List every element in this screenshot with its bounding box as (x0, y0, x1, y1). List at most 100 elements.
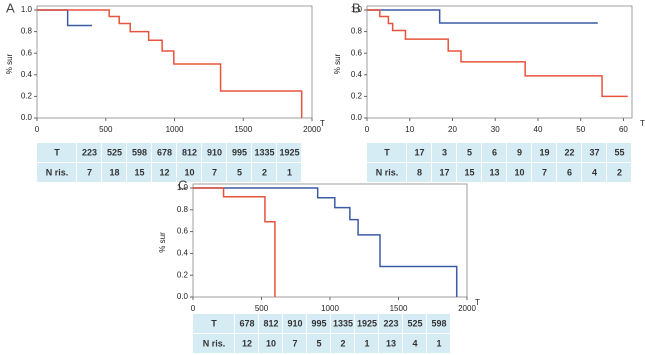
y-axis-label: % sur (333, 53, 342, 74)
table-cell (355, 314, 378, 333)
table-cell (259, 314, 282, 333)
survival-line (367, 9, 628, 98)
table-value: 19 (539, 147, 549, 157)
y-axis-label: % sur (158, 232, 167, 253)
x-tick-label: 1500 (390, 304, 408, 313)
table-value: 812 (263, 318, 278, 328)
y-tick-label: 1.0 (177, 183, 189, 192)
table-cell (379, 314, 402, 333)
table-cell (227, 143, 251, 162)
table-value: 995 (311, 318, 326, 328)
table-value: 1335 (254, 147, 274, 157)
table-value: 6 (492, 147, 497, 157)
table-cell (259, 334, 282, 353)
table-value: 8 (417, 167, 422, 177)
panel-label: C (178, 177, 187, 192)
table-value: 17 (439, 167, 449, 177)
table-cell (457, 163, 481, 182)
y-tick-label: 1.0 (21, 5, 33, 14)
table-cell (177, 163, 201, 182)
table-value: 223 (383, 318, 398, 328)
table-value: 678 (157, 147, 172, 157)
y-tick-label: 0.8 (351, 27, 363, 36)
x-tick-label: 1000 (166, 125, 184, 134)
table-cell (427, 314, 450, 333)
table-cell (367, 163, 406, 182)
table-value: 910 (207, 147, 222, 157)
table-cell (507, 143, 531, 162)
table-value: 15 (134, 167, 144, 177)
table-cell (193, 314, 234, 333)
y-tick-label: 0.0 (177, 292, 189, 301)
x-tick-label: 2000 (303, 125, 321, 134)
x-tick-label: 2000 (458, 304, 476, 313)
table-row-label: T (211, 318, 217, 328)
table-cell (37, 143, 76, 162)
x-tick-label: 1000 (321, 304, 339, 313)
table-value: 10 (266, 338, 276, 348)
table-value: 10 (184, 167, 194, 177)
table-cell (331, 314, 354, 333)
table-cell (355, 334, 378, 353)
table-cell (202, 163, 226, 182)
table-value: 598 (431, 318, 446, 328)
x-tick-label: 60 (619, 125, 628, 134)
x-tick-label: 0 (365, 125, 370, 134)
table-value: 598 (132, 147, 147, 157)
x-tick-label: 500 (99, 125, 113, 134)
table-value: 525 (107, 147, 122, 157)
table-cell (607, 163, 631, 182)
y-tick-label: 0.4 (21, 70, 33, 79)
plot-frame (192, 183, 468, 298)
y-tick-label: 0.6 (21, 48, 33, 57)
y-tick-label: 0.8 (21, 27, 33, 36)
table-cell (582, 143, 606, 162)
x-tick-label: 30 (491, 125, 500, 134)
table-value: 17 (414, 147, 424, 157)
table-cell (77, 143, 101, 162)
table-cell (307, 334, 330, 353)
table-cell (432, 143, 456, 162)
table-cell (307, 314, 330, 333)
table-value: 15 (464, 167, 474, 177)
x-tick-label: 10 (405, 125, 414, 134)
table-cell (582, 163, 606, 182)
table-value: 4 (412, 338, 417, 348)
table-value: 6 (567, 167, 572, 177)
table-value: 13 (489, 167, 499, 177)
table-cell (177, 143, 201, 162)
table-cell (235, 334, 258, 353)
table-value: 678 (239, 318, 254, 328)
table-cell (331, 334, 354, 353)
table-cell (235, 314, 258, 333)
table-cell (403, 334, 426, 353)
table-value: 4 (592, 167, 597, 177)
table-cell (482, 143, 506, 162)
table-row-label: T (384, 147, 390, 157)
survival-line (37, 9, 92, 27)
table-cell (557, 163, 581, 182)
table-value: 1 (436, 338, 441, 348)
y-tick-label: 0.0 (351, 113, 363, 122)
table-cell (507, 163, 531, 182)
table-value: 3 (442, 147, 447, 157)
table-cell (283, 334, 306, 353)
table-value: 910 (287, 318, 302, 328)
table-value: 223 (82, 147, 97, 157)
table-cell (432, 163, 456, 182)
survival-line (37, 9, 303, 118)
table-value: 2 (617, 167, 622, 177)
x-tick-label: 0 (35, 125, 40, 134)
survival-line (367, 9, 598, 24)
table-cell (277, 143, 301, 162)
y-tick-label: 0.6 (351, 48, 363, 57)
table-cell (193, 334, 234, 353)
y-tick-label: 0.6 (177, 227, 189, 236)
panel-label: A (6, 0, 15, 15)
table-cell (202, 143, 226, 162)
table-cell (127, 143, 151, 162)
x-tick-label: 0 (191, 304, 196, 313)
table-value: 2 (262, 167, 267, 177)
table-cell (227, 163, 251, 182)
table-value: 7 (292, 338, 297, 348)
